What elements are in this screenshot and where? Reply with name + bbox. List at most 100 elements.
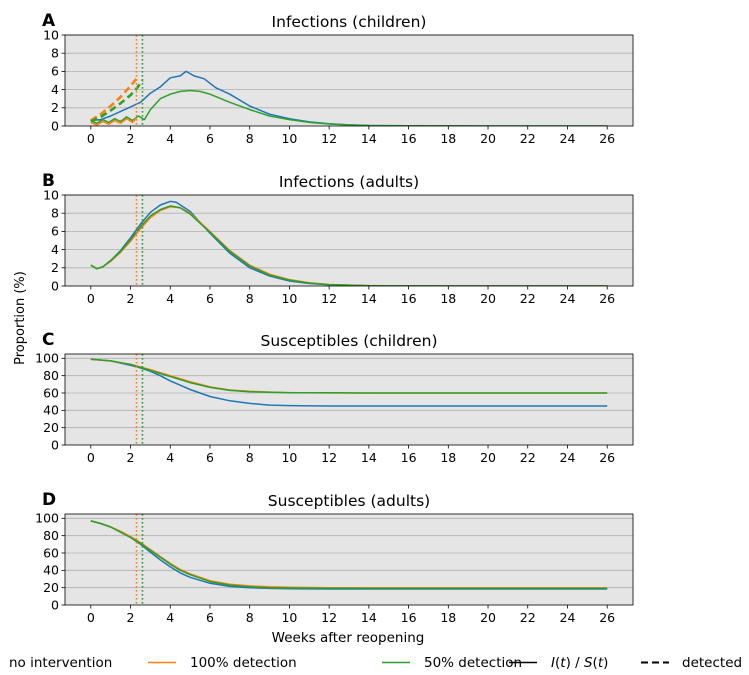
x-tick-label: 10 bbox=[281, 610, 297, 625]
legend-label: I(t) / S(t) bbox=[551, 655, 608, 671]
panel-letter: C bbox=[42, 330, 54, 350]
x-tick-label: 14 bbox=[361, 131, 377, 146]
x-tick-label: 22 bbox=[520, 131, 536, 146]
y-tick-label: 4 bbox=[51, 242, 59, 257]
y-tick-label: 80 bbox=[43, 528, 59, 543]
y-tick-label: 2 bbox=[51, 260, 59, 275]
x-tick-label: 20 bbox=[480, 450, 496, 465]
y-tick-label: 40 bbox=[43, 563, 59, 578]
x-tick-label: 6 bbox=[206, 450, 214, 465]
legend-item: I(t) / S(t) bbox=[509, 655, 608, 671]
x-tick-label: 16 bbox=[401, 291, 417, 306]
x-tick-label: 10 bbox=[281, 291, 297, 306]
legend-item: 50% detection bbox=[382, 655, 522, 671]
y-tick-label: 6 bbox=[51, 64, 59, 79]
plot-area bbox=[65, 195, 633, 286]
y-tick-label: 2 bbox=[51, 100, 59, 115]
y-tick-label: 0 bbox=[51, 118, 59, 133]
y-tick-label: 0 bbox=[51, 437, 59, 452]
legend-label: 50% detection bbox=[424, 655, 522, 671]
x-tick-label: 16 bbox=[401, 131, 417, 146]
y-axis-label: Proportion (%) bbox=[13, 271, 28, 365]
y-tick-label: 10 bbox=[43, 27, 59, 42]
x-tick-label: 10 bbox=[281, 131, 297, 146]
legend: no intervention 100% detection 50% detecti… bbox=[9, 655, 742, 671]
panel-letter: B bbox=[42, 171, 55, 191]
series-group bbox=[90, 358, 608, 407]
x-tick-label: 12 bbox=[321, 450, 337, 465]
x-tick-label: 12 bbox=[321, 610, 337, 625]
panel-letter: A bbox=[42, 11, 56, 31]
x-tick-label: 24 bbox=[560, 131, 576, 146]
x-tick-label: 2 bbox=[127, 450, 135, 465]
x-tick-label: 20 bbox=[480, 131, 496, 146]
axes-frame bbox=[64, 194, 634, 287]
legend-item: 100% detection bbox=[148, 655, 297, 671]
y-tick-label: 40 bbox=[43, 403, 59, 418]
x-tick-label: 2 bbox=[127, 291, 135, 306]
x-tick-label: 12 bbox=[321, 291, 337, 306]
series-line bbox=[90, 117, 138, 126]
x-tick-label: 24 bbox=[560, 291, 576, 306]
x-tick-label: 14 bbox=[361, 291, 377, 306]
x-tick-label: 0 bbox=[87, 131, 95, 146]
plot-area bbox=[65, 35, 633, 126]
x-tick-label: 18 bbox=[440, 291, 456, 306]
axes-frame bbox=[64, 353, 634, 446]
y-tick-label: 100 bbox=[35, 351, 59, 366]
y-tick-label: 10 bbox=[43, 187, 59, 202]
x-tick-label: 26 bbox=[599, 610, 615, 625]
x-tick-label: 18 bbox=[440, 450, 456, 465]
chart-title: Infections (children) bbox=[272, 13, 427, 31]
axes-frame bbox=[64, 513, 634, 606]
x-tick-label: 2 bbox=[127, 610, 135, 625]
x-tick-label: 0 bbox=[87, 450, 95, 465]
x-tick-label: 14 bbox=[361, 450, 377, 465]
y-tick-label: 6 bbox=[51, 224, 59, 239]
legend-item: detected bbox=[641, 655, 742, 671]
x-tick-label: 26 bbox=[599, 450, 615, 465]
chart-title: Infections (adults) bbox=[279, 173, 419, 191]
x-tick-label: 14 bbox=[361, 610, 377, 625]
x-tick-label: 0 bbox=[87, 610, 95, 625]
y-tick-label: 8 bbox=[51, 206, 59, 221]
x-tick-label: 8 bbox=[246, 131, 254, 146]
x-tick-label: 20 bbox=[480, 291, 496, 306]
chart-title: Susceptibles (children) bbox=[261, 332, 438, 350]
x-tick-label: 18 bbox=[440, 610, 456, 625]
y-tick-label: 8 bbox=[51, 46, 59, 61]
y-tick-label: 20 bbox=[43, 420, 59, 435]
y-tick-label: 0 bbox=[51, 278, 59, 293]
chart-title: Susceptibles (adults) bbox=[268, 492, 430, 510]
panel-letter: D bbox=[42, 490, 56, 510]
series-line bbox=[90, 358, 608, 394]
x-tick-label: 22 bbox=[520, 450, 536, 465]
x-tick-label: 6 bbox=[206, 610, 214, 625]
x-tick-label: 4 bbox=[166, 291, 174, 306]
x-tick-label: 26 bbox=[599, 131, 615, 146]
y-tick-label: 80 bbox=[43, 368, 59, 383]
y-tick-label: 0 bbox=[51, 597, 59, 612]
x-tick-label: 10 bbox=[281, 450, 297, 465]
x-tick-label: 4 bbox=[166, 450, 174, 465]
x-axis-label: Weeks after reopening bbox=[272, 630, 425, 646]
x-tick-label: 12 bbox=[321, 131, 337, 146]
x-tick-label: 16 bbox=[401, 610, 417, 625]
legend-item: no intervention bbox=[9, 655, 112, 671]
x-tick-label: 4 bbox=[166, 131, 174, 146]
y-tick-label: 4 bbox=[51, 82, 59, 97]
plot-area bbox=[65, 354, 633, 445]
x-tick-label: 22 bbox=[520, 291, 536, 306]
x-tick-label: 8 bbox=[246, 610, 254, 625]
x-tick-label: 8 bbox=[246, 291, 254, 306]
x-tick-label: 8 bbox=[246, 450, 254, 465]
y-tick-label: 60 bbox=[43, 545, 59, 560]
x-tick-label: 6 bbox=[206, 291, 214, 306]
series-group bbox=[90, 520, 608, 590]
y-tick-label: 100 bbox=[35, 511, 59, 526]
